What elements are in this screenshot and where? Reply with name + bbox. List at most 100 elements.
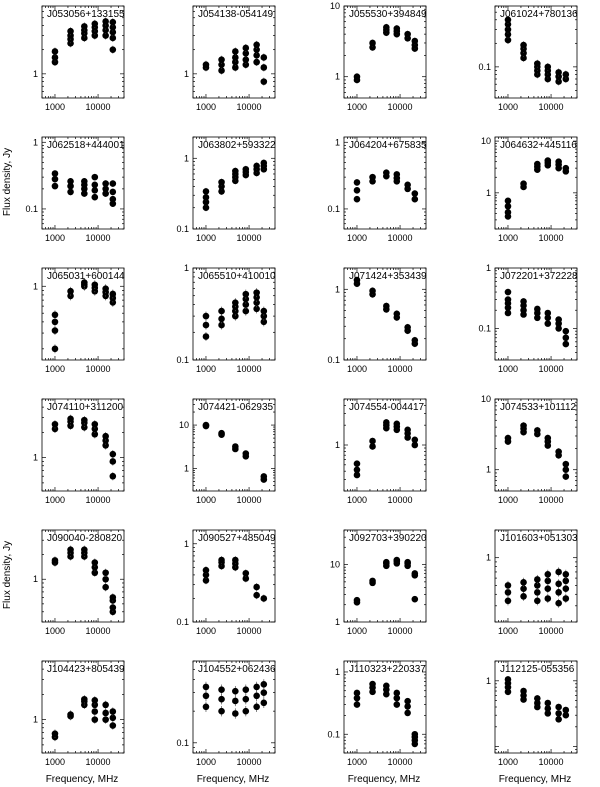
data-point [504,296,512,303]
x-tick-label: 1000 [347,495,367,505]
data-point [91,708,99,715]
data-point [504,197,512,205]
data-point [102,285,109,292]
x-tick-label: 10000 [388,757,413,767]
x-tick-label: 10000 [237,626,262,636]
data-point [253,305,260,313]
data-point [504,688,512,696]
x-tick-label: 10000 [86,102,111,112]
data-point [260,595,268,602]
data-point [534,305,541,313]
data-point [562,327,570,335]
data-point [253,41,260,49]
data-point [91,173,99,181]
data-point [67,415,74,423]
panel-frame [41,660,125,754]
data-point [369,680,376,688]
x-tick-label: 1000 [498,495,518,505]
y-tick-label: 1 [486,263,491,273]
panel-20: J101603+051303 1000 10000 1 [486,529,578,636]
data-point [393,25,401,32]
data-point [260,64,268,71]
data-point [253,46,260,53]
data-point [102,716,109,723]
panel-title: J090527+485049 [198,533,276,544]
data-point [51,327,59,334]
data-point [109,722,117,729]
data-point [555,448,562,455]
x-tick-label: 10000 [237,102,262,112]
x-tick-label: 1000 [196,757,216,767]
data-point [232,299,239,306]
y-tick-label: 0.1 [176,224,189,234]
panel-frame [343,136,427,230]
data-point [102,709,109,717]
data-point [404,426,411,434]
panel-frame [494,136,578,230]
y-tick-label: 0.1 [478,62,491,72]
x-tick-label: 10000 [86,757,111,767]
y-tick-label: 10 [481,394,491,404]
y-tick-label: 1 [486,188,491,198]
panel-title: J074554-004417 [349,402,425,413]
panel-frame [41,5,125,99]
data-point [534,160,541,168]
data-point [260,473,268,480]
data-point [555,316,562,323]
data-point [562,711,570,719]
panel-title: J054138-054149 [198,9,274,20]
data-point [411,570,419,577]
x-tick-label: 1000 [196,102,216,112]
panel-frame [494,398,578,492]
data-point [67,546,74,553]
x-tick-label: 10000 [237,495,262,505]
y-tick-label: 1 [335,667,340,677]
panel-title: J092703+390220 [349,533,427,544]
data-point [242,575,250,582]
panel-title: J101603+051303 [500,533,578,544]
data-point [202,194,210,201]
x-tick-label: 1000 [498,364,518,374]
data-point [520,306,527,314]
data-point [504,434,512,442]
x-tick-label: 1000 [498,102,518,112]
data-point [51,175,59,183]
data-point [109,708,117,715]
data-point [202,333,210,340]
data-point [562,75,570,83]
x-tick-label: 10000 [388,233,413,243]
y-tick-label: 1 [33,715,38,725]
data-point [242,695,250,703]
data-point [202,321,210,329]
data-point [67,287,74,295]
data-point [411,730,419,738]
data-point [369,173,376,181]
data-point [520,422,527,429]
data-point [218,315,225,323]
panel-title: J055530+394849 [349,9,427,20]
data-point [260,312,268,320]
panel-title: J053056+133155 [47,9,125,20]
panel-9: J065031+600144 1000 10000 1 [33,267,125,374]
panel-title: J065510+410010 [198,271,276,282]
data-point [202,61,210,68]
data-point [202,571,210,579]
panel-frame [192,136,276,230]
data-point [242,61,250,68]
data-point [81,546,88,553]
y-tick-label: 1 [184,263,189,273]
data-point [232,58,239,66]
x-tick-label: 10000 [539,364,564,374]
y-tick-label: 1 [335,440,340,450]
data-point [109,472,117,480]
data-point [544,434,552,442]
data-point [404,703,411,710]
data-point [555,325,562,332]
data-point [81,177,88,185]
x-tick-label: 1000 [196,233,216,243]
panel-frame [343,529,427,623]
y-tick-label: 0.1 [478,323,491,333]
panel-frame [192,398,276,492]
data-point [544,157,552,164]
y-tick-label: 1 [33,281,38,291]
